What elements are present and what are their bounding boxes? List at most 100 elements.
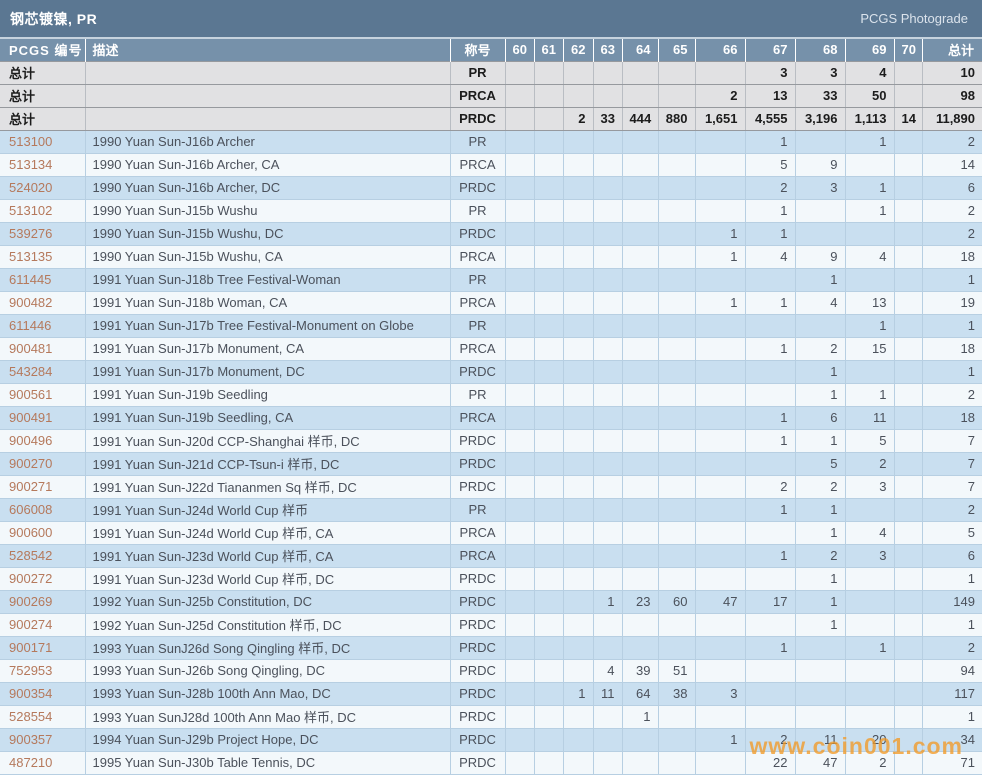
pcgs-number-link[interactable]: 524020 bbox=[9, 180, 53, 195]
pcgs-number-link[interactable]: 543284 bbox=[9, 364, 53, 379]
grade-60-count bbox=[504, 589, 535, 614]
table-row: 900270 1991 Yuan Sun-J21d CCP-Tsun-i 样币, … bbox=[0, 451, 982, 476]
grade-60-count bbox=[504, 267, 535, 292]
pcgs-number-cell: 606008 bbox=[0, 497, 86, 522]
pcgs-number-link[interactable]: 528542 bbox=[9, 548, 53, 563]
pcgs-number-link[interactable]: 513134 bbox=[9, 157, 53, 172]
pcgs-number-link[interactable]: 900270 bbox=[9, 456, 53, 471]
grade-68-count: 3 bbox=[794, 175, 846, 200]
grade-63-count bbox=[592, 382, 623, 407]
grade-61-count bbox=[533, 428, 564, 453]
grade-70-count bbox=[893, 474, 923, 499]
grade-66-count: 1,651 bbox=[694, 106, 746, 131]
col-header-62: 62 bbox=[562, 37, 593, 61]
grade-62-count bbox=[562, 60, 594, 85]
pcgs-number-link[interactable]: 900354 bbox=[9, 686, 53, 701]
pcgs-number-link[interactable]: 752953 bbox=[9, 663, 53, 678]
grade-67-count: 1 bbox=[744, 336, 796, 361]
grade-62-count bbox=[562, 129, 594, 154]
row-total: 149 bbox=[921, 589, 982, 614]
pcgs-number-link[interactable]: 900271 bbox=[9, 479, 53, 494]
grade-63-count bbox=[592, 359, 623, 384]
pcgs-number-link[interactable]: 900496 bbox=[9, 433, 53, 448]
grade-61-count bbox=[533, 83, 564, 108]
pcgs-photograde-link[interactable]: PCGS Photograde bbox=[860, 11, 968, 26]
table-row: 543284 1991 Yuan Sun-J17b Monument, DC PRD… bbox=[0, 359, 982, 384]
grade-66-count bbox=[694, 704, 746, 729]
grade-64-count bbox=[621, 198, 659, 223]
row-total: 98 bbox=[921, 83, 982, 108]
table-row: 524020 1990 Yuan Sun-J16b Archer, DC PRDC 2… bbox=[0, 175, 982, 200]
grade-60-count bbox=[504, 336, 535, 361]
grade-69-count: 5 bbox=[844, 428, 895, 453]
pcgs-number-link[interactable]: 900482 bbox=[9, 295, 53, 310]
pcgs-number-link[interactable]: 900357 bbox=[9, 732, 53, 747]
grade-60-count bbox=[504, 428, 535, 453]
grade-62-count bbox=[562, 589, 594, 614]
totals-row-prca: 总计 PRCA 2 13 33 50 98 bbox=[0, 83, 982, 108]
pcgs-number-link[interactable]: 900171 bbox=[9, 640, 53, 655]
pcgs-number-link[interactable]: 900269 bbox=[9, 594, 53, 609]
grade-65-count bbox=[657, 382, 696, 407]
pcgs-number-link[interactable]: 528554 bbox=[9, 709, 53, 724]
row-total: 18 bbox=[921, 244, 982, 269]
grade-70-count bbox=[893, 313, 923, 338]
pcgs-number-link[interactable]: 513135 bbox=[9, 249, 53, 264]
table-row: 900496 1991 Yuan Sun-J20d CCP-Shanghai 样币… bbox=[0, 428, 982, 453]
pcgs-number-link[interactable]: 513102 bbox=[9, 203, 53, 218]
pcgs-number-link[interactable]: 900561 bbox=[9, 387, 53, 402]
grade-65-count: 60 bbox=[657, 589, 696, 614]
grade-67-count: 1 bbox=[744, 198, 796, 223]
pcgs-number-link[interactable]: 606008 bbox=[9, 502, 53, 517]
pcgs-number-link[interactable]: 900272 bbox=[9, 571, 53, 586]
col-header-69: 69 bbox=[844, 37, 894, 61]
grade-66-count: 1 bbox=[694, 221, 746, 246]
grade-62-count bbox=[562, 405, 594, 430]
col-header-70: 70 bbox=[893, 37, 922, 61]
grade-65-count bbox=[657, 336, 696, 361]
coin-description: 1991 Yuan Sun-J24d World Cup 样币 bbox=[84, 497, 451, 522]
col-header-68: 68 bbox=[794, 37, 845, 61]
coin-description: 1993 Yuan SunJ26d Song Qingling 样币, DC bbox=[84, 635, 451, 660]
grade-66-count bbox=[694, 566, 746, 591]
grade-61-count bbox=[533, 681, 564, 706]
grade-64-count bbox=[621, 543, 659, 568]
pcgs-number-link[interactable]: 487210 bbox=[9, 755, 53, 770]
grade-62-count bbox=[562, 152, 594, 177]
row-total: 7 bbox=[921, 451, 982, 476]
grade-63-count bbox=[592, 152, 623, 177]
row-total: 7 bbox=[921, 428, 982, 453]
pcgs-number-link[interactable]: 900274 bbox=[9, 617, 53, 632]
grade-66-count bbox=[694, 382, 746, 407]
grade-64-count bbox=[621, 267, 659, 292]
pcgs-number-link[interactable]: 611446 bbox=[9, 318, 52, 333]
grade-61-count bbox=[533, 129, 564, 154]
grade-70-count bbox=[893, 543, 923, 568]
col-header-67: 67 bbox=[744, 37, 795, 61]
grade-65-count bbox=[657, 267, 696, 292]
pcgs-number-link[interactable]: 900491 bbox=[9, 410, 53, 425]
pcgs-number-link[interactable]: 539276 bbox=[9, 226, 53, 241]
col-header-64: 64 bbox=[621, 37, 658, 61]
pcgs-number-link[interactable]: 900600 bbox=[9, 525, 53, 540]
pcgs-number-link[interactable]: 900481 bbox=[9, 341, 53, 356]
designation-cell: PRDC bbox=[449, 566, 506, 591]
designation-cell: PR bbox=[449, 313, 506, 338]
grade-63-count bbox=[592, 428, 623, 453]
grade-64-count bbox=[621, 244, 659, 269]
grade-62-count bbox=[562, 658, 594, 683]
designation-cell: PRDC bbox=[449, 635, 506, 660]
pcgs-number-link[interactable]: 513100 bbox=[9, 134, 53, 149]
grade-67-count: 1 bbox=[744, 290, 796, 315]
grade-68-count: 1 bbox=[794, 612, 846, 637]
grade-60-count bbox=[504, 704, 535, 729]
grade-65-count bbox=[657, 566, 696, 591]
grade-67-count bbox=[744, 313, 796, 338]
grade-66-count bbox=[694, 129, 746, 154]
pcgs-number-link[interactable]: 611445 bbox=[9, 272, 52, 287]
grade-61-count bbox=[533, 727, 564, 752]
grade-63-count bbox=[592, 612, 623, 637]
pcgs-number-cell: 543284 bbox=[0, 359, 86, 384]
grade-69-count: 3 bbox=[844, 474, 895, 499]
grade-70-count bbox=[893, 520, 923, 545]
